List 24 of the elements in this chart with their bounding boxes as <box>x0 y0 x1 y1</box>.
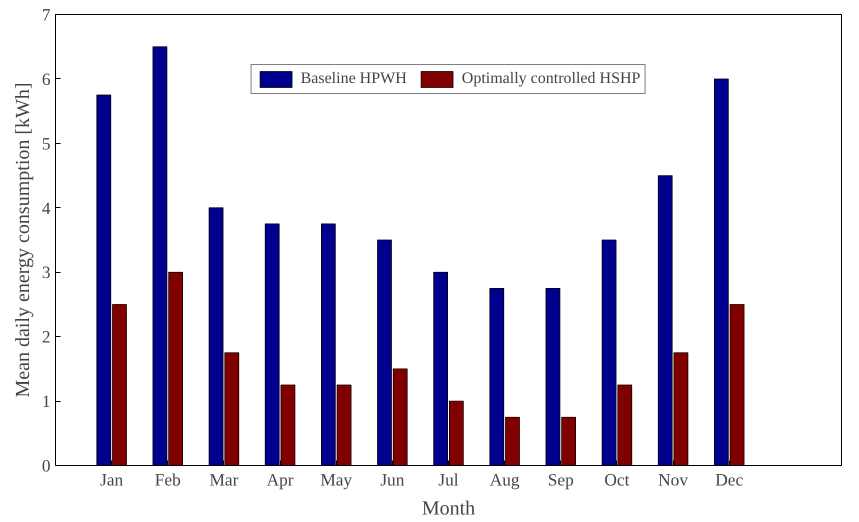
x-tick-label: May <box>320 470 352 490</box>
x-tick-label: Apr <box>266 470 294 490</box>
y-tick-label: 4 <box>42 198 51 218</box>
x-tick-label: Sep <box>548 470 574 490</box>
y-tick-label: 0 <box>42 456 51 476</box>
legend-label: Optimally controlled HSHP <box>462 70 640 88</box>
legend-label: Baseline HPWH <box>300 70 407 88</box>
y-tick-label: 2 <box>42 328 51 347</box>
x-axis-title: Month <box>422 498 476 520</box>
x-tick-label: Jun <box>380 470 405 490</box>
y-tick-label: 1 <box>42 392 51 412</box>
x-tick-label: Aug <box>490 470 520 490</box>
x-tick-label: Jul <box>438 470 459 490</box>
x-tick-label: Feb <box>154 470 181 490</box>
y-tick-label: 6 <box>42 70 51 89</box>
x-tick-label: Oct <box>604 470 630 490</box>
x-tick-label: Dec <box>715 470 744 490</box>
y-axis-title: Mean daily energy consumption [kWh] <box>12 82 34 398</box>
x-tick-label: Mar <box>209 470 239 490</box>
y-tick-label: 7 <box>42 6 51 24</box>
y-tick-label: 5 <box>42 134 51 154</box>
y-tick-label: 3 <box>42 263 51 282</box>
x-tick-label: Jan <box>100 470 124 490</box>
x-tick-label: Nov <box>658 470 688 490</box>
